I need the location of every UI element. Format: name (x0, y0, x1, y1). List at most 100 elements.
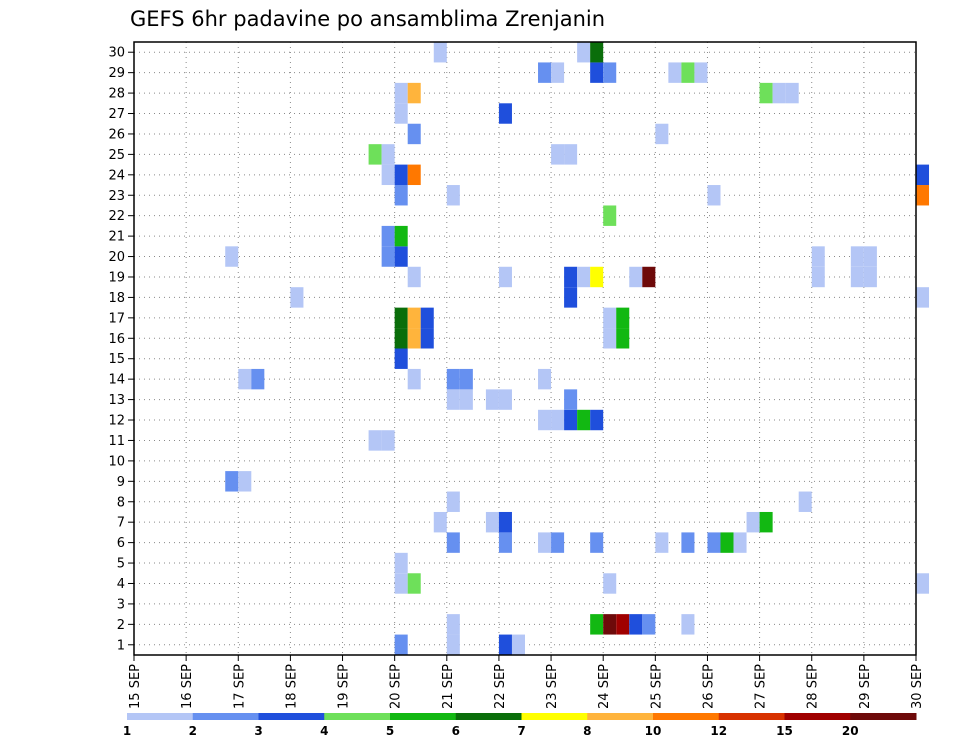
colorbar-segment (258, 713, 325, 720)
heatmap-cell (238, 368, 252, 390)
heatmap-cell (564, 287, 578, 308)
colorbar-segment (718, 713, 785, 720)
heatmap-cell (394, 164, 408, 186)
heatmap-cell (590, 266, 604, 288)
heatmap-cell (577, 266, 591, 288)
heatmap-cell (603, 307, 617, 329)
heatmap-cell (538, 62, 552, 83)
x-tick-label: 15 SEP (128, 664, 143, 709)
heatmap-cell (916, 164, 930, 186)
heatmap-cell (603, 614, 617, 635)
y-tick-label: 6 (117, 536, 125, 551)
colorbar-segment (192, 713, 259, 720)
heatmap-cell (498, 103, 512, 124)
x-tick-label: 18 SEP (284, 664, 299, 709)
y-tick-label: 22 (108, 209, 125, 224)
heatmap-cell (511, 634, 525, 655)
heatmap-cell (733, 532, 747, 553)
heatmap-cell (394, 185, 408, 206)
heatmap-cell (577, 409, 591, 431)
heatmap-cell (564, 266, 578, 288)
heatmap-cell (381, 144, 395, 165)
heatmap-cell (394, 348, 408, 369)
y-tick-label: 27 (108, 107, 125, 122)
heatmap-cell (381, 246, 395, 267)
heatmap-cell (251, 368, 265, 390)
heatmap-cell (642, 614, 656, 635)
heatmap-cell (811, 266, 825, 288)
heatmap-cell (394, 634, 408, 655)
heatmap-cell (551, 62, 565, 83)
heatmap-cell (407, 307, 421, 329)
colorbar-label: 6 (452, 724, 460, 738)
x-axis: 15 SEP 16 SEP 17 SEP 18 SEP 19 SEP 20 SEP 21 S… (128, 655, 925, 709)
heatmap-cell (759, 82, 773, 104)
y-tick-label: 28 (108, 87, 125, 102)
x-tick-label: 21 SEP (441, 664, 456, 709)
y-tick-label: 14 (108, 373, 125, 388)
heatmap-cell (916, 573, 930, 594)
colorbar-label: 15 (776, 724, 793, 738)
x-tick-label: 20 SEP (389, 664, 404, 709)
colorbar-segment (521, 713, 588, 720)
heatmap-cell (655, 532, 669, 553)
plot-frame (133, 41, 917, 656)
heatmap-cell (564, 144, 578, 165)
heatmap-cell (394, 573, 408, 594)
heatmap-cell (407, 328, 421, 349)
y-tick-label: 15 (108, 352, 125, 367)
y-tick-label: 11 (108, 434, 125, 449)
y-tick-label: 13 (108, 393, 125, 408)
heatmap-cell (655, 123, 669, 145)
heatmap-cell (551, 144, 565, 165)
colorbar-label: 8 (583, 724, 591, 738)
heatmap-cell (407, 82, 421, 104)
heatmap-cell (407, 266, 421, 288)
y-tick-label: 1 (117, 638, 125, 653)
heatmap-cell (720, 532, 734, 553)
colorbar-segment (455, 713, 522, 720)
heatmap-cell (916, 185, 930, 206)
x-tick-label: 16 SEP (180, 664, 195, 709)
heatmap-cell (916, 287, 930, 308)
heatmap-cell (616, 328, 630, 349)
heatmap-cell (616, 614, 630, 635)
heatmap-cell (420, 328, 434, 349)
heatmap-cell (798, 491, 812, 512)
y-tick-label: 16 (108, 332, 125, 347)
colorbar-segment (127, 713, 194, 720)
colorbar: 1 2 3 4 5 6 7 8 10 12 15 20 (123, 713, 917, 738)
heatmap-cell (863, 246, 877, 267)
heatmap-cell (538, 532, 552, 553)
heatmap-cell (446, 389, 460, 410)
y-tick-label: 7 (117, 516, 125, 531)
colorbar-segment (390, 713, 457, 720)
y-tick-label: 23 (108, 189, 125, 204)
heatmap-cell (785, 82, 799, 104)
heatmap-cell (368, 144, 382, 165)
heatmap-cell (681, 614, 695, 635)
heatmap-cell (407, 123, 421, 145)
heatmap-cell (394, 225, 408, 247)
y-tick-label: 5 (117, 557, 125, 572)
heatmap-cell (629, 614, 643, 635)
x-tick-label: 30 SEP (910, 664, 925, 709)
heatmap-cell (368, 430, 382, 451)
colorbar-label: 20 (842, 724, 859, 738)
heatmap-cell (707, 532, 721, 553)
heatmap-cell (681, 532, 695, 553)
colorbar-label: 10 (645, 724, 662, 738)
y-tick-label: 26 (108, 127, 125, 142)
heatmap-cell (603, 328, 617, 349)
y-tick-label: 3 (117, 597, 125, 612)
heatmap-cell (381, 164, 395, 186)
heatmap-cell (498, 532, 512, 553)
heatmap-cell (407, 573, 421, 594)
x-tick-label: 22 SEP (493, 664, 508, 709)
y-tick-label: 21 (108, 230, 125, 245)
heatmap-cell (433, 42, 447, 63)
heatmap-cell (590, 614, 604, 635)
y-tick-label: 10 (108, 454, 125, 469)
heatmap-cell (446, 368, 460, 390)
y-tick-label: 17 (108, 311, 125, 326)
